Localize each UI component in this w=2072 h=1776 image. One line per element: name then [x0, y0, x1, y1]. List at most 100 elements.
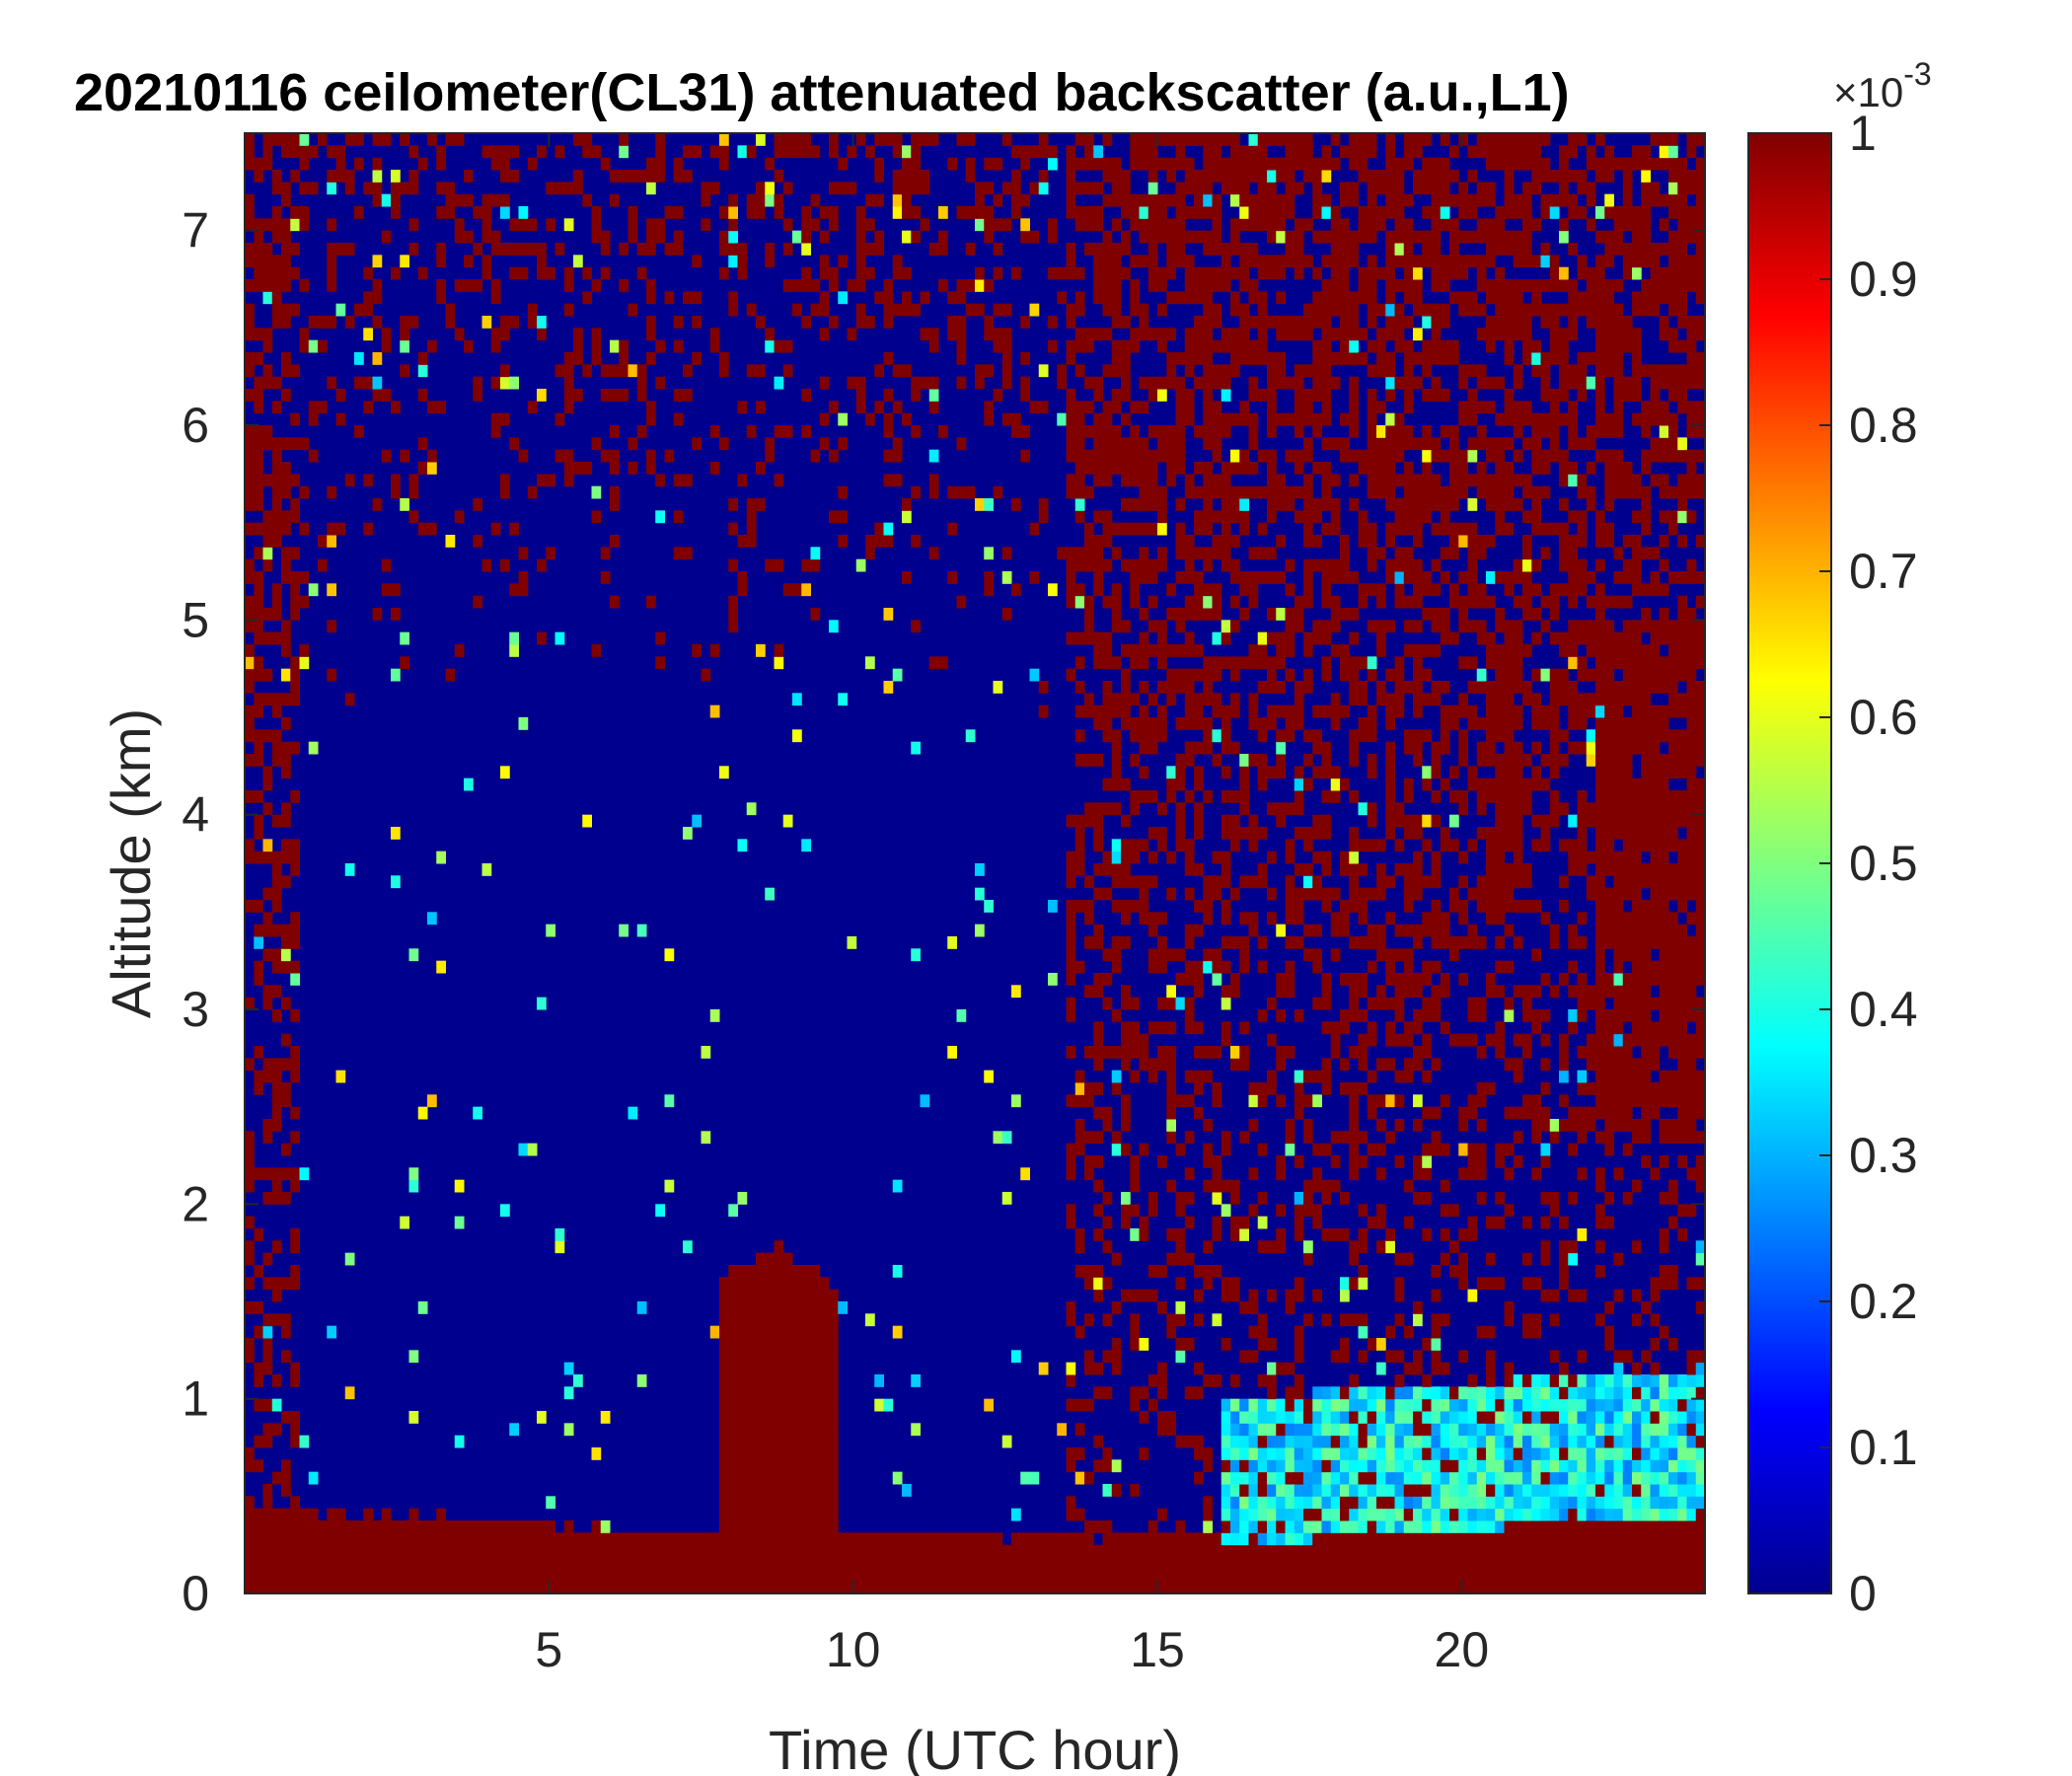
- heatmap-cell: [1147, 522, 1158, 536]
- heatmap-cell: [709, 1009, 720, 1022]
- heatmap-cell: [490, 412, 501, 426]
- heatmap-cell: [865, 1544, 875, 1558]
- heatmap-cell: [1321, 1581, 1332, 1593]
- heatmap-cell: [728, 1471, 738, 1485]
- heatmap-cell: [271, 1581, 282, 1593]
- heatmap-cell: [262, 631, 273, 645]
- heatmap-cell: [1111, 547, 1122, 560]
- heatmap-cell: [1257, 1094, 1268, 1108]
- heatmap-cell: [1157, 704, 1167, 718]
- heatmap-cell: [1413, 863, 1423, 876]
- heatmap-cell: [1239, 656, 1249, 670]
- heatmap-cell: [1294, 1009, 1304, 1022]
- heatmap-cell: [1367, 266, 1377, 280]
- heatmap-cell: [993, 193, 1003, 207]
- heatmap-cell: [1303, 1496, 1313, 1510]
- heatmap-cell: [490, 1557, 501, 1570]
- heatmap-cell: [737, 1411, 748, 1424]
- heatmap-cell: [746, 193, 757, 207]
- heatmap-cell: [318, 535, 328, 548]
- heatmap-cell: [1166, 644, 1176, 657]
- heatmap-cell: [1066, 389, 1076, 402]
- heatmap-cell: [262, 985, 273, 999]
- heatmap-cell: [737, 1325, 748, 1339]
- heatmap-cell: [1276, 316, 1286, 329]
- heatmap-cell: [1257, 936, 1268, 949]
- heatmap-cell: [774, 1240, 784, 1254]
- heatmap-cell: [1294, 1581, 1304, 1593]
- heatmap-cell: [1394, 558, 1405, 572]
- heatmap-cell: [792, 133, 802, 146]
- heatmap-cell: [920, 182, 930, 195]
- heatmap-cell: [1102, 449, 1113, 463]
- heatmap-cell: [1257, 777, 1268, 791]
- heatmap-cell: [1385, 133, 1395, 146]
- heatmap-cell: [1431, 339, 1442, 353]
- heatmap-cell: [299, 328, 310, 341]
- heatmap-cell: [1074, 583, 1085, 597]
- heatmap-cell: [1394, 1520, 1405, 1533]
- heatmap-cell: [1267, 170, 1277, 183]
- heatmap-cell: [262, 1338, 273, 1351]
- heatmap-cell: [1276, 1557, 1286, 1570]
- heatmap-cell: [619, 352, 629, 365]
- heatmap-cell: [1449, 1447, 1459, 1460]
- heatmap-cell: [1074, 437, 1085, 451]
- heatmap-cell: [719, 1544, 729, 1558]
- heatmap-cell: [1267, 1362, 1277, 1375]
- heatmap-cell: [782, 1484, 793, 1497]
- heatmap-cell: [874, 1544, 884, 1558]
- heatmap-cell: [335, 1569, 346, 1583]
- heatmap-cell: [563, 1386, 574, 1400]
- heatmap-cell: [673, 547, 684, 560]
- heatmap-cell: [782, 1508, 793, 1521]
- heatmap-cell: [290, 412, 300, 426]
- heatmap-cell: [838, 412, 848, 426]
- heatmap-cell: [928, 243, 939, 256]
- heatmap-cell: [636, 389, 647, 402]
- heatmap-cell: [1121, 900, 1131, 913]
- heatmap-cell: [819, 1423, 830, 1437]
- heatmap-cell: [299, 1569, 310, 1583]
- heatmap-cell: [1321, 790, 1332, 803]
- heatmap-cell: [1139, 1058, 1149, 1072]
- heatmap-cell: [1212, 851, 1222, 864]
- heatmap-cell: [719, 364, 729, 378]
- heatmap-cell: [1367, 656, 1377, 670]
- heatmap-cell: [1349, 1447, 1359, 1460]
- heatmap-cell: [262, 1423, 273, 1437]
- heatmap-cell: [1431, 230, 1442, 244]
- heatmap-cell: [1422, 1167, 1432, 1181]
- heatmap-cell: [1111, 364, 1122, 378]
- heatmap-cell: [1367, 1094, 1377, 1108]
- heatmap-cell: [1194, 291, 1204, 305]
- heatmap-cell: [327, 1508, 336, 1521]
- heatmap-cell: [1257, 1484, 1268, 1497]
- heatmap-cell: [1257, 863, 1268, 876]
- heatmap-cell: [1029, 401, 1040, 414]
- heatmap-cell: [719, 157, 729, 171]
- heatmap-cell: [728, 608, 738, 621]
- heatmap-cell: [911, 535, 921, 548]
- heatmap-cell: [902, 170, 912, 183]
- heatmap-cell: [810, 1350, 821, 1364]
- heatmap-cell: [765, 1423, 775, 1437]
- heatmap-cell: [1285, 170, 1295, 183]
- heatmap-cell: [1385, 328, 1395, 341]
- heatmap-cell: [628, 364, 638, 378]
- heatmap-cell: [1476, 1532, 1487, 1546]
- heatmap-cell: [1431, 1447, 1442, 1460]
- heatmap-cell: [1074, 960, 1085, 974]
- heatmap-cell: [1267, 1520, 1277, 1533]
- heatmap-cell: [902, 498, 912, 511]
- heatmap-cell: [1074, 1119, 1085, 1132]
- heatmap-cell: [281, 754, 291, 767]
- heatmap-cell: [938, 1544, 948, 1558]
- heatmap-cell: [1367, 754, 1377, 767]
- heatmap-cell: [1321, 631, 1332, 645]
- heatmap-cell: [1175, 997, 1186, 1010]
- heatmap-cell: [1458, 1252, 1468, 1266]
- heatmap-cell: [1330, 595, 1341, 609]
- heatmap-cell: [1285, 851, 1295, 864]
- heatmap-cell: [1184, 863, 1195, 876]
